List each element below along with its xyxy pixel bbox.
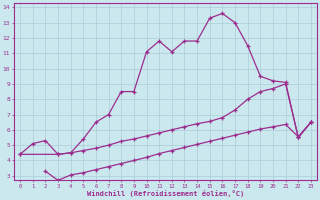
X-axis label: Windchill (Refroidissement éolien,°C): Windchill (Refroidissement éolien,°C)	[87, 190, 244, 197]
